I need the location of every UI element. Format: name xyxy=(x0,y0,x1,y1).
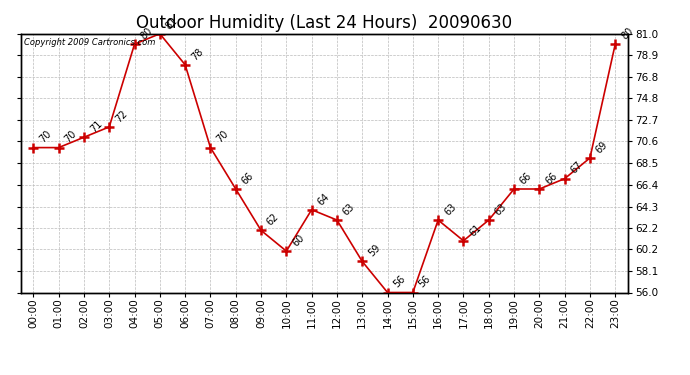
Text: 61: 61 xyxy=(468,222,484,238)
Text: 56: 56 xyxy=(392,274,408,290)
Text: 69: 69 xyxy=(594,140,610,155)
Text: 80: 80 xyxy=(139,26,155,41)
Text: 81: 81 xyxy=(164,15,180,31)
Text: 63: 63 xyxy=(341,201,357,217)
Text: 56: 56 xyxy=(417,274,433,290)
Text: 63: 63 xyxy=(493,201,509,217)
Title: Outdoor Humidity (Last 24 Hours)  20090630: Outdoor Humidity (Last 24 Hours) 2009063… xyxy=(136,14,513,32)
Text: 59: 59 xyxy=(366,243,382,259)
Text: 60: 60 xyxy=(290,232,306,248)
Text: 67: 67 xyxy=(569,160,584,176)
Text: 78: 78 xyxy=(189,46,205,62)
Text: 66: 66 xyxy=(518,171,534,186)
Text: 72: 72 xyxy=(113,108,129,124)
Text: 63: 63 xyxy=(442,201,458,217)
Text: 70: 70 xyxy=(63,129,79,145)
Text: 66: 66 xyxy=(240,171,256,186)
Text: 66: 66 xyxy=(544,171,560,186)
Text: 62: 62 xyxy=(265,212,281,228)
Text: 80: 80 xyxy=(620,26,635,41)
Text: 64: 64 xyxy=(316,191,332,207)
Text: 70: 70 xyxy=(37,129,53,145)
Text: Copyright 2009 Cartronics.com: Copyright 2009 Cartronics.com xyxy=(23,38,155,46)
Text: 71: 71 xyxy=(88,118,104,135)
Text: 70: 70 xyxy=(215,129,230,145)
